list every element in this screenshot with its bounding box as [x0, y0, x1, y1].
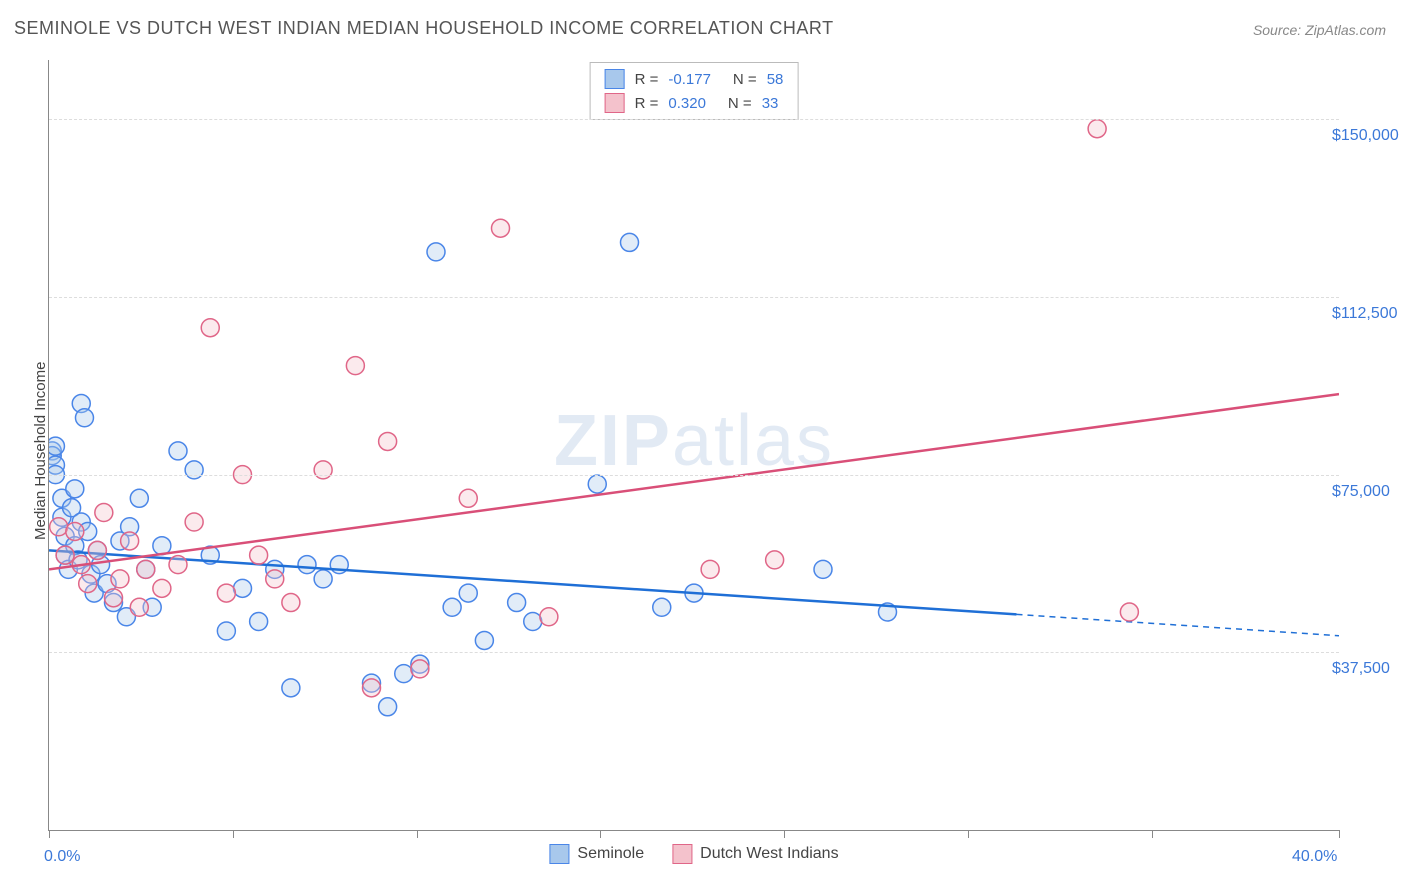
data-point	[95, 504, 113, 522]
data-point	[79, 575, 97, 593]
data-point	[298, 556, 316, 574]
x-min-label: 0.0%	[44, 848, 80, 866]
data-point	[314, 570, 332, 588]
data-point	[50, 518, 68, 536]
data-point	[379, 432, 397, 450]
y-tick-label: $37,500	[1332, 660, 1390, 678]
series-legend: Seminole Dutch West Indians	[549, 844, 838, 864]
x-tick	[784, 830, 785, 838]
data-point	[201, 319, 219, 337]
data-point	[137, 560, 155, 578]
trend-line-extension	[1017, 614, 1340, 635]
gridline	[49, 652, 1339, 653]
source-attribution: Source: ZipAtlas.com	[1253, 22, 1386, 38]
data-point	[427, 243, 445, 261]
legend-label: Dutch West Indians	[700, 845, 838, 863]
data-point	[475, 631, 493, 649]
data-point	[814, 560, 832, 578]
data-point	[49, 437, 64, 455]
legend-swatch	[549, 844, 569, 864]
data-point	[621, 233, 639, 251]
data-point	[105, 589, 123, 607]
gridline	[49, 297, 1339, 298]
data-point	[379, 698, 397, 716]
data-point	[130, 598, 148, 616]
data-point	[169, 442, 187, 460]
data-point	[1088, 120, 1106, 138]
data-point	[411, 660, 429, 678]
y-tick-label: $150,000	[1332, 127, 1399, 145]
data-point	[540, 608, 558, 626]
data-point	[121, 532, 139, 550]
x-tick	[600, 830, 601, 838]
data-point	[266, 570, 284, 588]
chart-title: SEMINOLE VS DUTCH WEST INDIAN MEDIAN HOU…	[14, 18, 834, 39]
data-point	[66, 480, 84, 498]
x-tick	[233, 830, 234, 838]
data-point	[250, 613, 268, 631]
legend-label: Seminole	[577, 845, 644, 863]
x-tick	[1152, 830, 1153, 838]
data-point	[766, 551, 784, 569]
x-tick	[417, 830, 418, 838]
x-tick	[49, 830, 50, 838]
data-point	[88, 541, 106, 559]
data-point	[346, 357, 364, 375]
x-max-label: 40.0%	[1292, 848, 1337, 866]
data-point	[363, 679, 381, 697]
data-point	[217, 622, 235, 640]
data-point	[75, 409, 93, 427]
data-point	[185, 461, 203, 479]
data-point	[508, 594, 526, 612]
data-point	[66, 522, 84, 540]
x-tick	[1339, 830, 1340, 838]
y-tick-label: $112,500	[1332, 305, 1398, 323]
legend-item: Seminole	[549, 844, 644, 864]
gridline	[49, 475, 1339, 476]
data-point	[217, 584, 235, 602]
data-point	[395, 665, 413, 683]
legend-item: Dutch West Indians	[672, 844, 838, 864]
plot-area: ZIPatlas R =-0.177N =58R =0.320N =33 Sem…	[48, 60, 1339, 831]
data-point	[524, 613, 542, 631]
data-point	[701, 560, 719, 578]
data-point	[130, 489, 148, 507]
data-point	[1120, 603, 1138, 621]
gridline	[49, 119, 1339, 120]
data-point	[234, 579, 252, 597]
data-point	[185, 513, 203, 531]
data-point	[282, 679, 300, 697]
data-point	[492, 219, 510, 237]
y-tick-label: $75,000	[1332, 483, 1390, 501]
data-point	[56, 546, 74, 564]
scatter-svg	[49, 60, 1339, 830]
data-point	[588, 475, 606, 493]
data-point	[153, 579, 171, 597]
data-point	[111, 570, 129, 588]
data-point	[282, 594, 300, 612]
x-tick	[968, 830, 969, 838]
data-point	[169, 556, 187, 574]
data-point	[653, 598, 671, 616]
data-point	[443, 598, 461, 616]
data-point	[250, 546, 268, 564]
trend-line	[49, 550, 1017, 614]
y-axis-label: Median Household Income	[32, 362, 49, 540]
data-point	[314, 461, 332, 479]
data-point	[459, 584, 477, 602]
legend-swatch	[672, 844, 692, 864]
data-point	[459, 489, 477, 507]
